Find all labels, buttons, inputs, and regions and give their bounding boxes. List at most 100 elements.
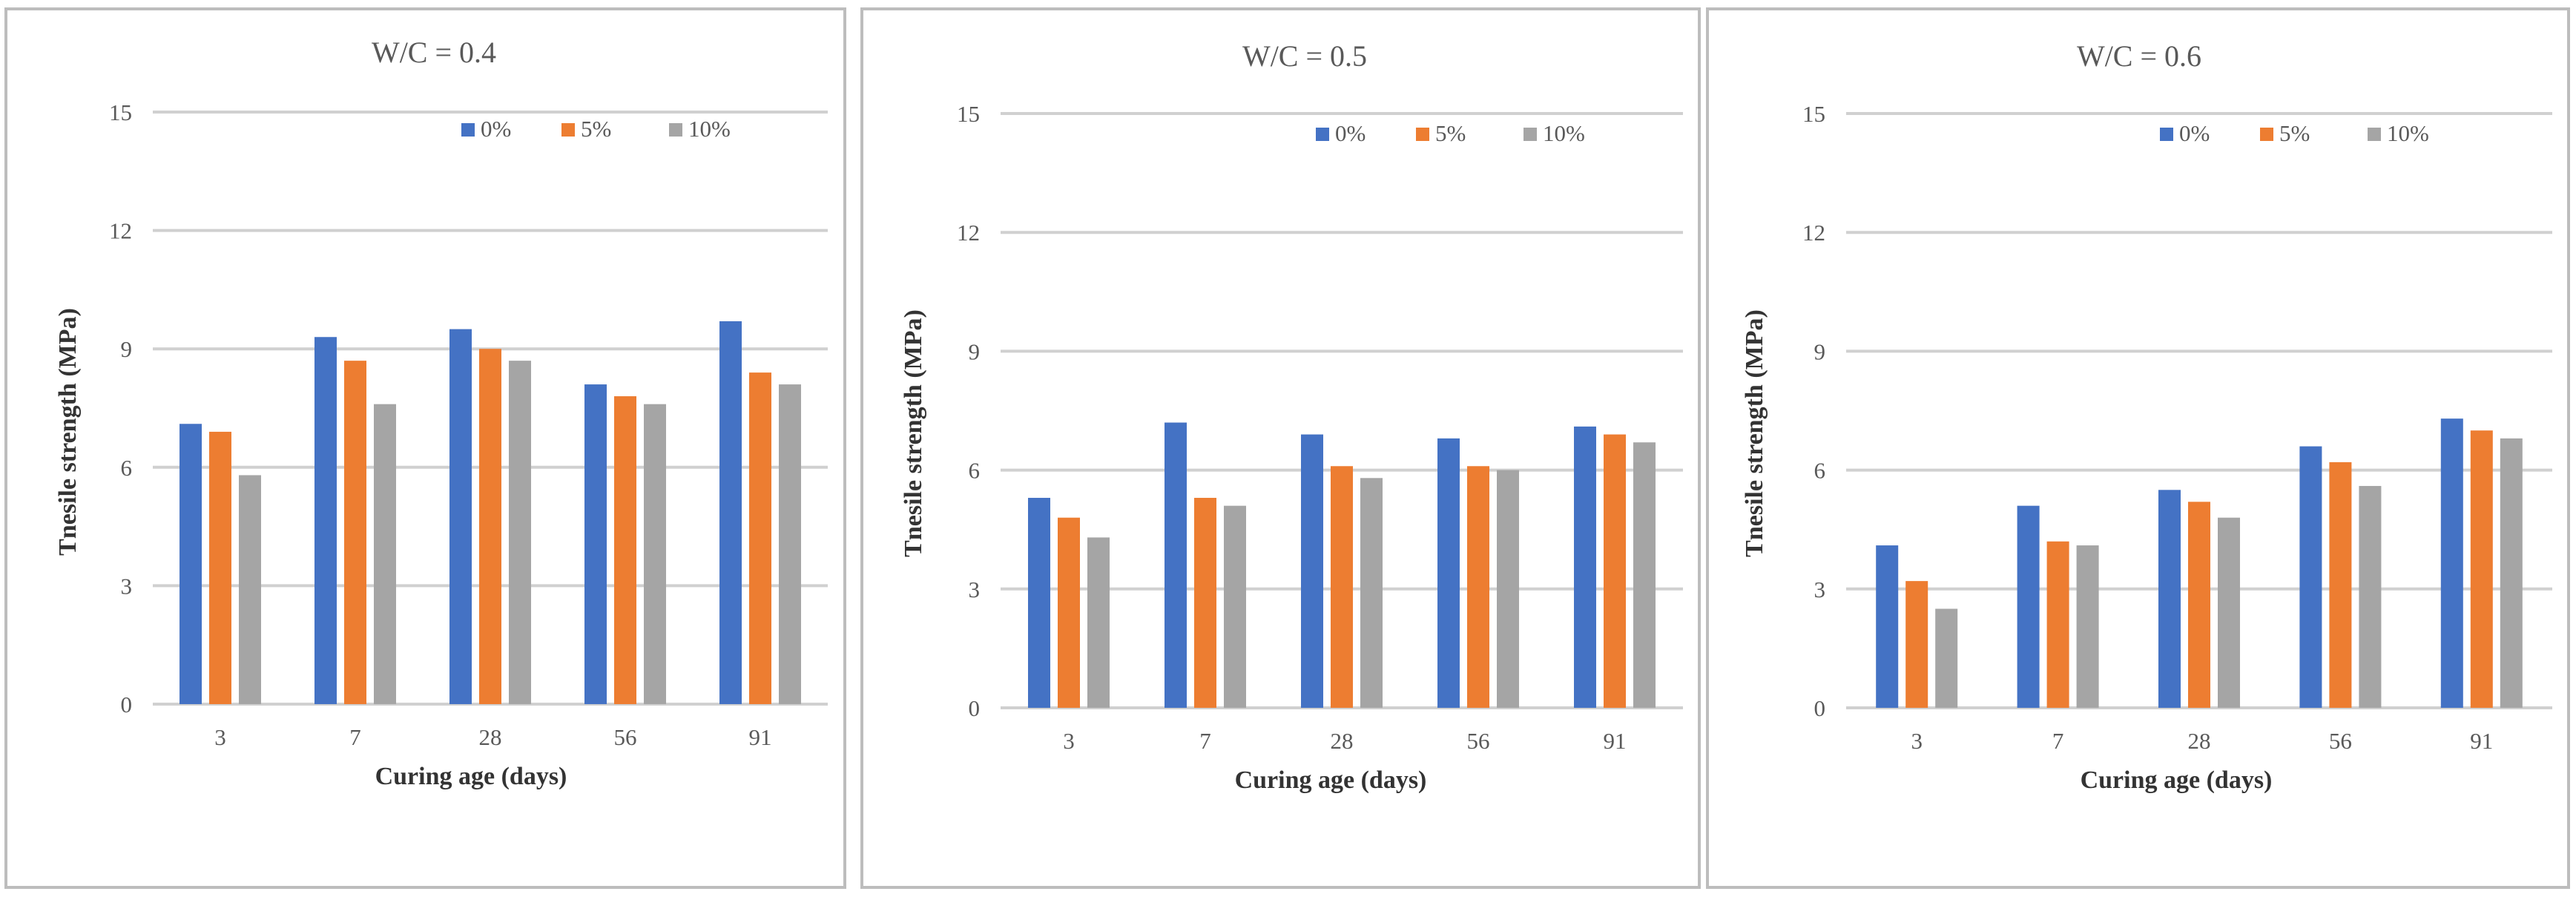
y-tick-label: 3 [121, 573, 133, 599]
bar-0%-3 [1876, 545, 1899, 708]
bar-0%-28 [2158, 490, 2181, 708]
bars [179, 321, 801, 705]
y-tick-label: 15 [1802, 101, 1825, 127]
legend-swatch [2260, 128, 2273, 141]
legend-label: 10% [1543, 120, 1585, 146]
y-tick-label: 6 [1814, 458, 1826, 484]
y-tick-label: 3 [1814, 577, 1826, 602]
bar-0%-91 [719, 321, 742, 705]
bar-0%-56 [584, 384, 607, 704]
x-tick-label: 91 [1604, 728, 1627, 754]
bar-5%-7 [1194, 497, 1216, 708]
x-tick-label: 3 [214, 724, 226, 750]
bar-5%-3 [1905, 581, 1928, 708]
legend: 0% 5% 10% [1316, 120, 1585, 146]
y-tick-label: 6 [969, 458, 981, 484]
bar-0%-3 [1028, 497, 1050, 708]
x-tick-label: 3 [1063, 728, 1075, 754]
bar-0%-3 [179, 424, 202, 704]
legend-swatch [1316, 128, 1329, 141]
x-axis-title: Curing age (days) [375, 763, 567, 790]
x-tick-labels: 3 7 28 56 91 [1911, 728, 2493, 754]
bar-0%-91 [1574, 426, 1596, 708]
y-tick-labels: 0 3 6 9 12 15 [957, 101, 980, 721]
legend-swatch [561, 123, 575, 137]
bar-5%-3 [209, 431, 231, 704]
bar-5%-3 [1058, 517, 1080, 708]
bar-10%-3 [1935, 608, 1958, 708]
y-tick-label: 3 [969, 577, 981, 602]
y-tick-label: 9 [121, 336, 133, 362]
x-tick-label: 7 [1199, 728, 1211, 754]
legend-swatch [2160, 128, 2173, 141]
x-tick-label: 56 [1467, 728, 1490, 754]
legend-label: 5% [2279, 120, 2310, 146]
x-tick-label: 28 [2188, 728, 2211, 754]
bar-5%-28 [479, 349, 501, 704]
bar-10%-56 [644, 404, 666, 704]
chart-title: W/C = 0.5 [1242, 39, 1367, 73]
y-axis-title: Tnesile strength (MPa) [1741, 309, 1768, 557]
bar-10%-28 [1360, 478, 1383, 708]
bar-0%-56 [1437, 438, 1460, 708]
bar-5%-56 [614, 396, 636, 704]
legend: 0% 5% 10% [2160, 120, 2429, 146]
bars [1876, 418, 2523, 708]
bar-0%-28 [1301, 434, 1323, 708]
y-tick-label: 12 [1802, 220, 1825, 246]
bar-10%-56 [2359, 485, 2382, 708]
bar-0%-7 [1165, 422, 1187, 708]
bar-5%-91 [749, 372, 771, 704]
y-tick-label: 6 [121, 455, 133, 481]
legend-label: 0% [2179, 120, 2210, 146]
chart-svg-3: W/C = 0.6 0 3 6 9 12 15 3 7 28 56 91 Tnesile stre… [1741, 39, 2552, 794]
bar-10%-7 [1224, 505, 1246, 708]
bar-10%-7 [2076, 545, 2099, 708]
y-tick-labels: 0 3 6 9 12 15 [109, 99, 132, 717]
y-tick-label: 0 [1814, 695, 1826, 721]
bar-5%-28 [1331, 466, 1353, 708]
bar-5%-56 [1467, 466, 1489, 708]
bar-5%-7 [2046, 541, 2069, 708]
bar-5%-28 [2188, 502, 2210, 708]
bar-0%-91 [2440, 418, 2463, 708]
bars [1028, 422, 1656, 708]
y-tick-label: 0 [969, 695, 981, 721]
legend-label: 10% [688, 116, 731, 142]
legend-label: 0% [481, 116, 511, 142]
chart-svg-2: W/C = 0.5 0 3 6 9 12 15 3 7 28 56 91 Tnesile stre… [900, 39, 1683, 794]
bar-10%-3 [239, 475, 261, 704]
bar-0%-56 [2299, 446, 2322, 708]
y-tick-label: 15 [109, 99, 132, 125]
bar-10%-56 [1497, 470, 1519, 708]
legend-label: 5% [1435, 120, 1466, 146]
chart-panel-1: W/C = 0.4 0 3 6 9 12 15 3 7 28 56 91 Tnesile stre… [4, 7, 846, 889]
chart-title: W/C = 0.4 [372, 36, 496, 69]
x-tick-label: 7 [2052, 728, 2064, 754]
legend-swatch [1416, 128, 1429, 141]
x-tick-labels: 3 7 28 56 91 [1063, 728, 1626, 754]
legend-label: 10% [2387, 120, 2429, 146]
x-axis-title: Curing age (days) [2081, 766, 2273, 794]
y-tick-label: 15 [957, 101, 980, 127]
bar-0%-7 [314, 337, 337, 704]
chart-panel-3: W/C = 0.6 0 3 6 9 12 15 3 7 28 56 91 Tnesile stre… [1706, 7, 2570, 889]
legend-swatch [1523, 128, 1537, 141]
bar-0%-28 [449, 329, 472, 704]
chart-svg-1: W/C = 0.4 0 3 6 9 12 15 3 7 28 56 91 Tnesile stre… [54, 36, 828, 790]
bar-5%-56 [2329, 462, 2352, 708]
bar-10%-3 [1087, 537, 1110, 708]
y-tick-label: 9 [969, 338, 981, 364]
y-tick-label: 12 [109, 218, 132, 244]
x-tick-label: 91 [749, 724, 772, 750]
y-tick-labels: 0 3 6 9 12 15 [1802, 101, 1825, 721]
bar-10%-28 [509, 361, 531, 704]
y-tick-label: 0 [121, 692, 133, 717]
legend-swatch [461, 123, 475, 137]
x-tick-labels: 3 7 28 56 91 [214, 724, 771, 750]
x-tick-label: 56 [614, 724, 637, 750]
bar-5%-91 [2470, 430, 2493, 708]
bar-5%-91 [1604, 434, 1626, 708]
bar-10%-91 [779, 384, 801, 704]
bar-10%-7 [374, 404, 396, 704]
